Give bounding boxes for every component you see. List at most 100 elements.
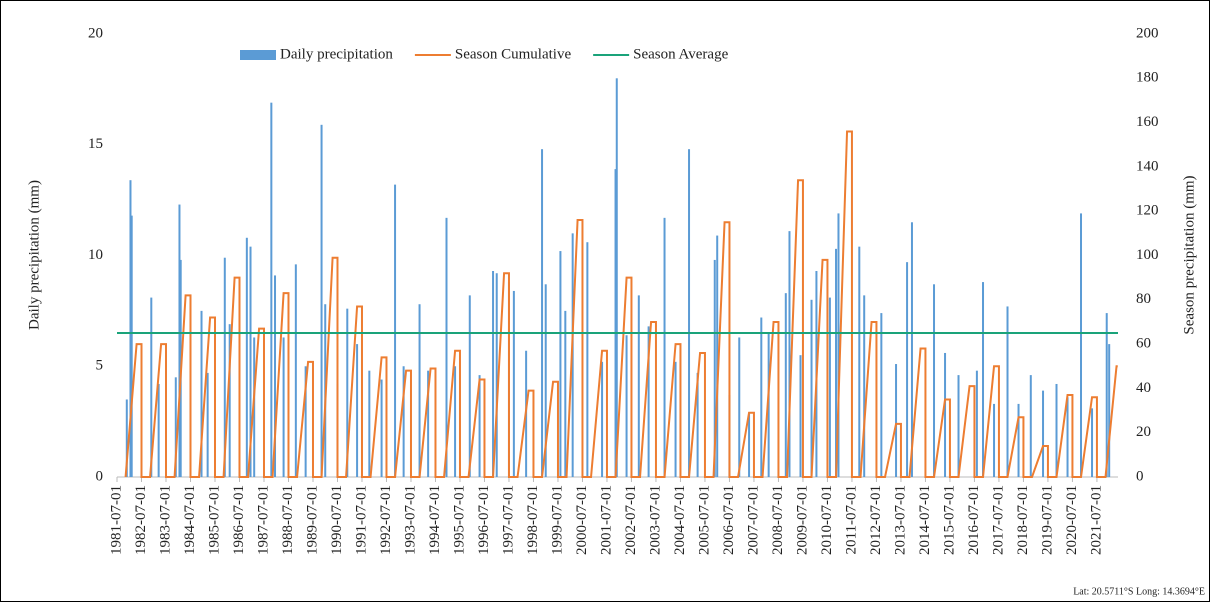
bar <box>784 293 787 477</box>
x-tick-label: 1996-07-01 <box>476 485 492 555</box>
bar <box>380 379 383 477</box>
bar <box>394 184 397 477</box>
y2-tick-label: 140 <box>1136 158 1159 174</box>
bar <box>835 248 838 477</box>
bar <box>1017 403 1020 477</box>
bar <box>174 377 177 477</box>
y2-tick-label: 100 <box>1136 247 1159 263</box>
bar <box>274 275 277 477</box>
bar <box>418 304 421 477</box>
bar <box>294 264 297 477</box>
bar <box>541 149 544 477</box>
x-tick-label: 1999-07-01 <box>549 485 565 555</box>
bar <box>445 217 448 477</box>
y2-axis-title: Season precipitation (mm) <box>1181 175 1197 334</box>
bar <box>858 246 861 477</box>
footnote: Lat: 20.5711°S Long: 14.3694°E <box>1073 586 1205 597</box>
legend-swatch <box>240 50 276 60</box>
x-tick-label: 1993-07-01 <box>402 485 418 555</box>
bar <box>688 149 691 477</box>
bar <box>674 361 677 477</box>
legend-label: Daily precipitation <box>280 46 393 62</box>
bar <box>713 259 716 477</box>
x-tick-label: 2007-07-01 <box>745 485 761 555</box>
bar <box>1091 408 1094 477</box>
y2-tick-label: 60 <box>1136 336 1151 352</box>
y-axis-title: Daily precipitation (mm) <box>26 180 42 330</box>
bar <box>601 361 604 477</box>
x-tick-label: 2002-07-01 <box>623 485 639 555</box>
bar <box>810 299 813 477</box>
bar <box>637 295 640 477</box>
bar <box>1006 306 1009 477</box>
y2-tick-label: 20 <box>1136 424 1151 440</box>
bar <box>880 313 883 477</box>
x-tick-label: 2012-07-01 <box>868 485 884 555</box>
y-tick-label: 10 <box>88 247 103 263</box>
bar <box>559 251 562 477</box>
bar <box>1029 375 1032 477</box>
x-tick-label: 2004-07-01 <box>672 485 688 555</box>
y2-tick-label: 180 <box>1136 70 1159 86</box>
x-tick-label: 2013-07-01 <box>892 485 908 555</box>
y2-tick-label: 40 <box>1136 380 1151 396</box>
bar <box>228 324 231 477</box>
x-tick-label: 1991-07-01 <box>353 485 369 555</box>
x-tick-label: 2021-07-01 <box>1088 485 1104 555</box>
bar <box>615 78 618 478</box>
x-tick-label: 2011-07-01 <box>843 485 859 554</box>
bar <box>906 262 909 477</box>
x-tick-label: 1994-07-01 <box>427 485 443 555</box>
bar <box>125 399 128 477</box>
bar <box>647 326 650 477</box>
bar <box>760 317 763 477</box>
bar <box>468 295 471 477</box>
x-tick-label: 1983-07-01 <box>157 485 173 555</box>
x-tick-label: 2010-07-01 <box>819 485 835 555</box>
bar <box>767 333 770 477</box>
x-tick-label: 2017-07-01 <box>990 485 1006 555</box>
x-tick-label: 1997-07-01 <box>500 485 516 555</box>
legend-label: Season Average <box>633 46 728 62</box>
bar <box>748 412 751 477</box>
x-tick-label: 2014-07-01 <box>917 485 933 555</box>
bar <box>863 295 866 477</box>
bar <box>716 235 719 477</box>
bar <box>478 375 481 477</box>
bar <box>1066 397 1069 477</box>
y-tick-label: 20 <box>88 25 103 41</box>
bar <box>178 204 181 477</box>
season-cumulative-line <box>124 130 1118 478</box>
bar <box>206 372 209 477</box>
bar <box>586 242 589 477</box>
bar <box>249 246 252 477</box>
bar <box>895 364 898 477</box>
y-tick-label: 5 <box>96 358 104 374</box>
bar <box>933 284 936 477</box>
x-tick-label: 1981-07-01 <box>108 485 124 555</box>
bar <box>157 383 160 477</box>
bar <box>788 231 791 477</box>
x-tick-label: 1998-07-01 <box>525 485 541 555</box>
bar <box>1042 390 1045 477</box>
bar <box>625 335 628 477</box>
bar <box>799 355 802 477</box>
x-tick-label: 1989-07-01 <box>304 485 320 555</box>
bar <box>346 308 349 477</box>
y-tick-label: 0 <box>96 468 104 484</box>
y2-tick-label: 120 <box>1136 203 1159 219</box>
bar <box>738 337 741 477</box>
bar <box>975 370 978 477</box>
y2-tick-label: 160 <box>1136 114 1159 130</box>
y2-tick-label: 80 <box>1136 291 1151 307</box>
bar <box>130 215 133 477</box>
x-tick-label: 1984-07-01 <box>182 485 198 555</box>
bar <box>245 237 248 477</box>
bar <box>427 370 430 477</box>
bar <box>1105 313 1108 477</box>
bar <box>223 257 226 477</box>
x-tick-label: 1992-07-01 <box>378 485 394 555</box>
x-tick-label: 1987-07-01 <box>255 485 271 555</box>
